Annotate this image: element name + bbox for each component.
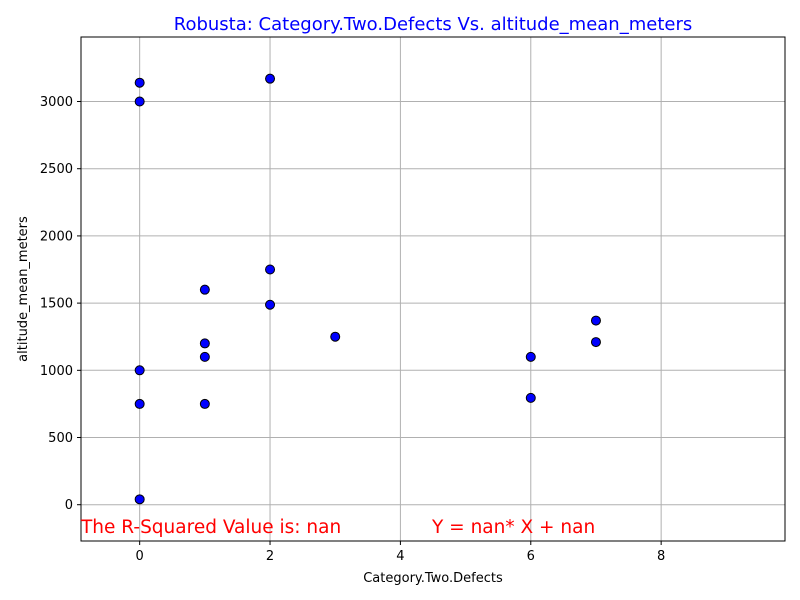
data-point	[134, 494, 145, 505]
grid	[81, 37, 785, 541]
data-point	[134, 96, 145, 107]
y-tick-label: 2500	[40, 162, 73, 177]
plot-frame	[80, 36, 786, 542]
y-tick-label: 0	[65, 498, 73, 513]
y-tick-label: 1000	[40, 364, 73, 379]
data-point	[199, 398, 210, 409]
y-tick-label: 1500	[40, 297, 73, 312]
data-points	[134, 73, 601, 505]
data-point	[265, 264, 276, 275]
data-point	[265, 299, 276, 310]
x-tick-label: 0	[136, 549, 144, 564]
data-point	[330, 331, 341, 342]
y-axis-ticks: 0 500 1000 1500 2000 2500 3000	[40, 95, 81, 513]
x-tick-label: 8	[657, 549, 665, 564]
x-tick-label: 6	[527, 549, 535, 564]
data-point	[590, 337, 601, 348]
x-axis-ticks: 0 2 4 6 8	[136, 541, 665, 564]
data-point	[199, 338, 210, 349]
r-squared-annotation: The R-Squared Value is: nan	[80, 517, 341, 538]
x-tick-label: 4	[396, 549, 404, 564]
y-tick-label: 3000	[40, 95, 73, 110]
data-point	[199, 351, 210, 362]
data-point	[265, 73, 276, 84]
y-axis-label: altitude_mean_meters	[16, 216, 31, 362]
regression-equation-annotation: Y = nan* X + nan	[431, 517, 595, 538]
x-tick-label: 2	[266, 549, 274, 564]
data-point	[525, 351, 536, 362]
data-point	[590, 315, 601, 326]
y-tick-label: 2000	[40, 229, 73, 244]
y-tick-label: 500	[48, 431, 73, 446]
data-point	[134, 398, 145, 409]
data-point	[525, 392, 536, 403]
chart-title: Robusta: Category.Two.Defects Vs. altitu…	[174, 14, 692, 35]
x-axis-label: Category.Two.Defects	[363, 571, 503, 586]
data-point	[134, 365, 145, 376]
data-point	[134, 77, 145, 88]
data-point	[199, 284, 210, 295]
